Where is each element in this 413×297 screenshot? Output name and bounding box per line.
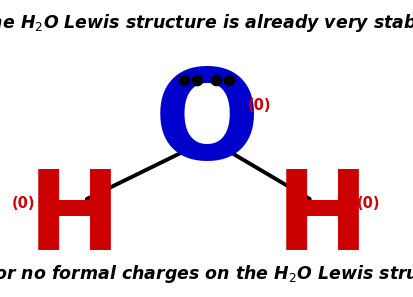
- Text: H: H: [275, 166, 369, 273]
- Text: (0): (0): [248, 98, 271, 113]
- Text: (0): (0): [357, 196, 381, 211]
- Point: [226, 78, 233, 83]
- Point: [180, 78, 187, 83]
- Text: (0): (0): [12, 196, 35, 211]
- Text: O: O: [153, 64, 260, 185]
- Text: H: H: [28, 166, 121, 273]
- Text: The H$_2$O Lewis structure is already very stable: The H$_2$O Lewis structure is already ve…: [0, 12, 413, 34]
- Point: [194, 78, 201, 83]
- Text: Zero or no formal charges on the H$_2$O Lewis structure: Zero or no formal charges on the H$_2$O …: [0, 263, 413, 285]
- Point: [212, 78, 219, 83]
